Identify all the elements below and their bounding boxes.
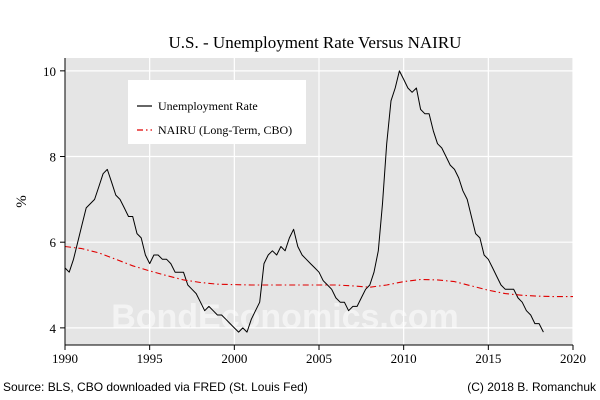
chart-title: U.S. - Unemployment Rate Versus NAIRU [169, 33, 462, 52]
watermark: BondEconomics.com [111, 298, 459, 336]
legend-box [128, 80, 306, 144]
unemployment-rate-line [64, 70, 544, 333]
y-tick-label: 4 [50, 321, 57, 336]
x-tick-label: 2020 [560, 351, 586, 366]
x-tick-label: 2000 [221, 351, 247, 366]
legend-label: NAIRU (Long-Term, CBO) [158, 123, 292, 137]
x-axis: 1990 1995 2000 2005 2010 2015 2020 [52, 344, 586, 366]
x-tick-label: 1990 [52, 351, 78, 366]
x-tick-label: 2015 [475, 351, 501, 366]
y-axis-label: % [14, 195, 30, 208]
copyright-note: (C) 2018 B. Romanchuk [467, 380, 597, 394]
legend-label: Unemployment Rate [158, 99, 258, 113]
nairu-line [64, 245, 573, 298]
x-tick-label: 2005 [306, 351, 332, 366]
x-tick-label: 1995 [137, 351, 163, 366]
y-axis: 4 6 8 10 [43, 58, 66, 345]
x-tick-label: 2010 [391, 351, 417, 366]
y-tick-label: 10 [43, 64, 56, 79]
y-tick-label: 6 [50, 235, 57, 250]
source-note: Source: BLS, CBO downloaded via FRED (St… [3, 380, 308, 394]
y-tick-label: 8 [50, 150, 57, 165]
legend: Unemployment Rate NAIRU (Long-Term, CBO) [128, 80, 306, 144]
series-layer [64, 70, 573, 333]
horizontal-gridlines [65, 70, 573, 329]
